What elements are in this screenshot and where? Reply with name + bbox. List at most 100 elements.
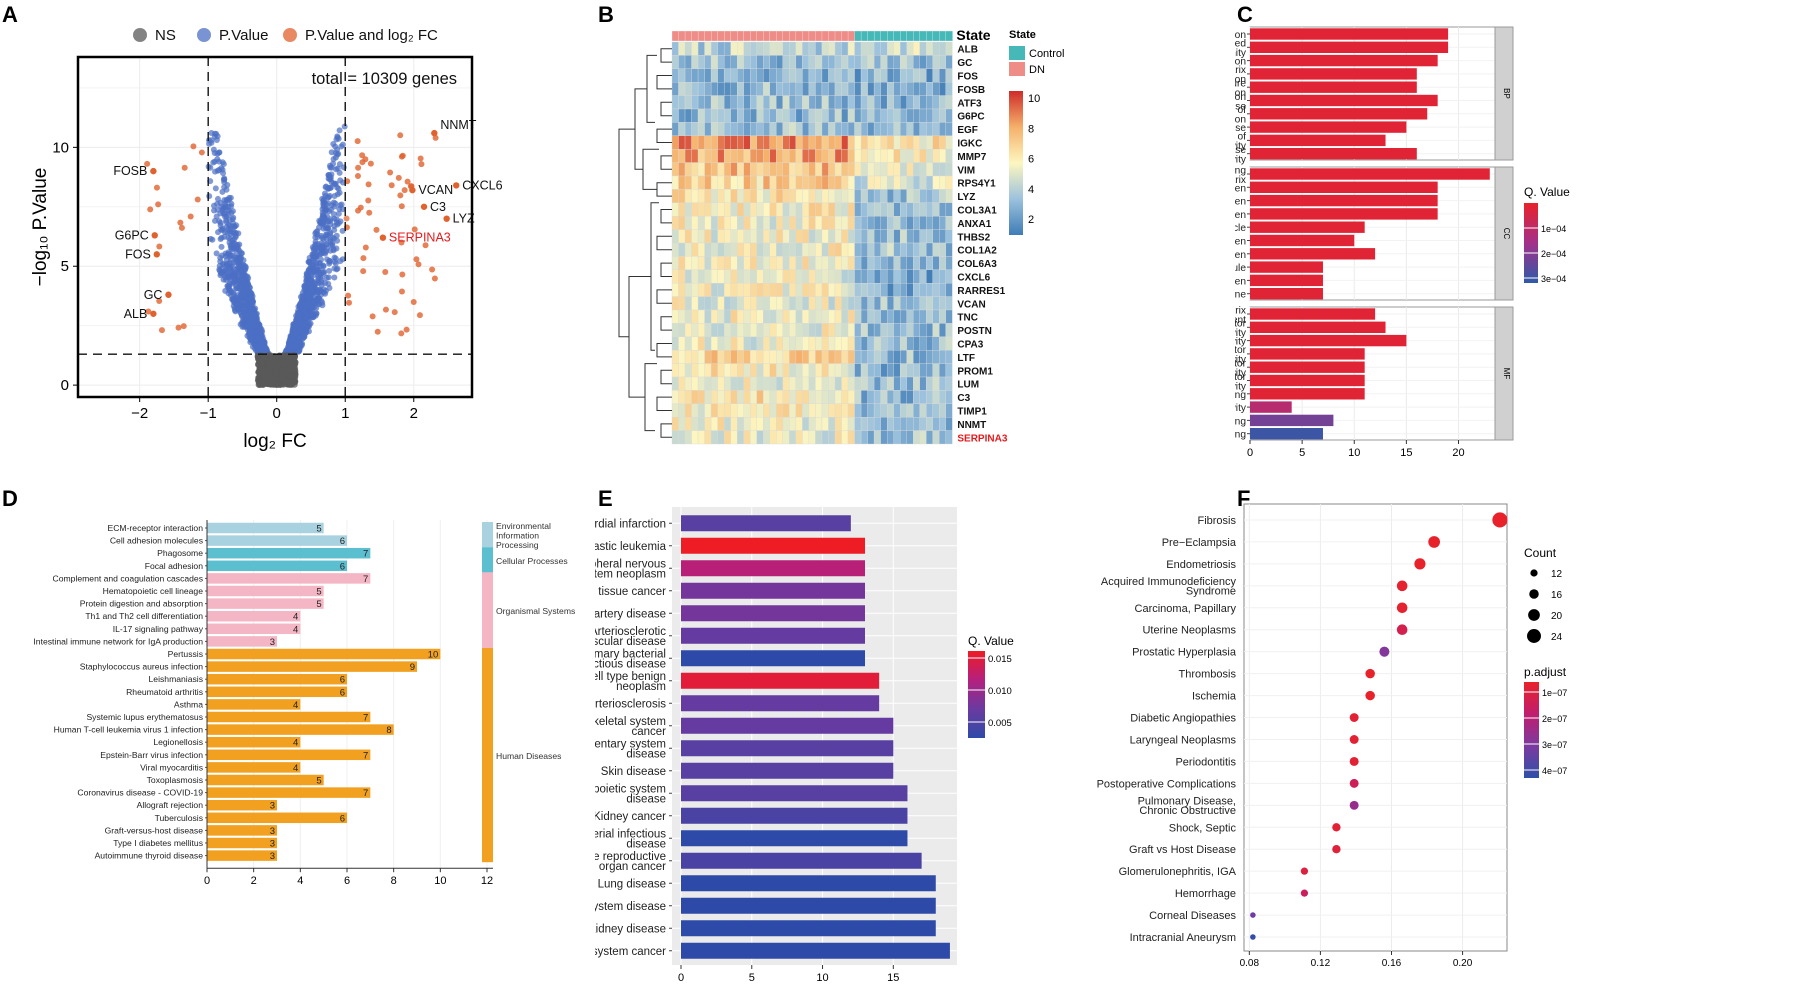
heatmap-cell bbox=[691, 403, 699, 418]
volcano-point bbox=[307, 310, 314, 317]
heatmap-cell bbox=[769, 175, 777, 190]
heatmap-cell bbox=[808, 296, 816, 311]
heatmap-cell bbox=[691, 296, 699, 311]
volcano-point-deg bbox=[382, 269, 389, 276]
heatmap-cell bbox=[834, 216, 842, 230]
heatmap-cell bbox=[939, 162, 947, 177]
volcano-point bbox=[306, 254, 313, 261]
volcano-point bbox=[255, 335, 262, 342]
volcano-point-deg bbox=[365, 181, 372, 188]
state-bar-cell bbox=[769, 30, 777, 42]
labeled-point-serpina3 bbox=[379, 234, 387, 241]
point-label-c3: C3 bbox=[430, 200, 446, 214]
heatmap-cell bbox=[795, 108, 803, 123]
heatmap-cell bbox=[828, 390, 836, 404]
heatmap-cell bbox=[815, 41, 823, 56]
heatmap-cell bbox=[776, 41, 784, 56]
point-label-gc: GC bbox=[144, 288, 163, 302]
heatmap-cell bbox=[789, 323, 797, 337]
heatmap-cell bbox=[750, 216, 757, 230]
heatmap-cell bbox=[841, 403, 849, 418]
heatmap-cell bbox=[828, 430, 836, 445]
heatmap-cell bbox=[782, 376, 790, 391]
volcano-point bbox=[213, 136, 220, 143]
heatmap-cell bbox=[926, 350, 933, 364]
heatmap-cell bbox=[769, 162, 777, 177]
volcano-point bbox=[335, 135, 342, 142]
heatmap-cell bbox=[789, 390, 797, 404]
volcano-point bbox=[227, 251, 234, 258]
heatmap-cell bbox=[717, 430, 725, 445]
heatmap-cell bbox=[808, 323, 816, 337]
heatmap-cell bbox=[789, 283, 797, 297]
heatmap-cell bbox=[828, 350, 836, 364]
heatmap-cell bbox=[815, 350, 823, 364]
heatmap-cell bbox=[717, 162, 725, 177]
volcano-point bbox=[330, 246, 337, 253]
heatmap-cell bbox=[795, 68, 803, 83]
heatmap-cell bbox=[769, 149, 777, 163]
heatmap-cell bbox=[860, 135, 868, 150]
x-axis-label: log₂ FC bbox=[243, 431, 306, 452]
heatmap-cell bbox=[873, 216, 881, 230]
heatmap-cell bbox=[723, 229, 731, 244]
heatmap-cell bbox=[880, 82, 888, 96]
volcano-point bbox=[299, 293, 306, 300]
heatmap-cell bbox=[841, 417, 849, 431]
heatmap-cell bbox=[756, 41, 764, 56]
heatmap-cell bbox=[828, 162, 836, 177]
state-bar-cell bbox=[691, 30, 699, 42]
heatmap-cell bbox=[730, 108, 738, 123]
heatmap-cell bbox=[854, 149, 862, 163]
heatmap-cell bbox=[867, 390, 875, 404]
heatmap-cell bbox=[913, 390, 920, 404]
labeled-point-nnmt bbox=[431, 129, 438, 137]
volcano-point bbox=[213, 250, 220, 257]
heatmap-cell bbox=[769, 376, 777, 391]
heatmap-cell bbox=[913, 202, 920, 217]
heatmap-cell bbox=[710, 82, 718, 96]
heatmap-cell bbox=[730, 296, 738, 311]
point-label-g6pc: G6PC bbox=[115, 228, 149, 242]
heatmap-cell bbox=[893, 95, 901, 110]
heatmap-cell bbox=[860, 309, 868, 324]
volcano-point bbox=[296, 334, 303, 341]
heatmap-cell bbox=[802, 283, 810, 297]
heatmap-cell bbox=[926, 336, 933, 351]
heatmap-cell bbox=[945, 189, 953, 203]
heatmap-cell bbox=[847, 363, 855, 378]
heatmap-cell bbox=[939, 242, 947, 257]
state-bar-cell bbox=[724, 30, 732, 42]
heatmap-cell bbox=[671, 149, 679, 163]
heatmap-cell bbox=[678, 202, 686, 217]
heatmap-cell bbox=[886, 296, 894, 311]
heatmap-cell bbox=[932, 309, 940, 324]
heatmap-cell bbox=[919, 256, 927, 270]
volcano-point bbox=[254, 343, 261, 350]
heatmap-cell bbox=[854, 202, 862, 217]
volcano-point bbox=[297, 327, 304, 334]
heatmap-cell bbox=[750, 417, 757, 431]
gene-label-vim: VIM bbox=[957, 165, 975, 176]
heatmap-cell bbox=[802, 108, 810, 123]
heatmap-cell bbox=[860, 82, 868, 96]
volcano-point bbox=[325, 280, 332, 287]
heatmap-cell bbox=[723, 95, 731, 110]
heatmap-cell bbox=[932, 229, 940, 244]
heatmap-cell bbox=[782, 95, 790, 110]
gene-label-alb: ALB bbox=[957, 45, 978, 56]
heatmap-cell bbox=[847, 108, 855, 123]
volcano-point bbox=[323, 274, 330, 281]
volcano-point bbox=[218, 265, 225, 272]
heatmap-cell bbox=[776, 403, 784, 418]
heatmap-cell bbox=[737, 296, 744, 311]
heatmap-cell bbox=[795, 162, 803, 177]
state-bar-cell bbox=[887, 30, 895, 42]
heatmap-cell bbox=[769, 403, 777, 418]
heatmap-cell bbox=[841, 108, 849, 123]
heatmap-cell bbox=[841, 149, 849, 163]
heatmap-cell bbox=[926, 323, 933, 337]
heatmap-cell bbox=[854, 256, 862, 270]
heatmap-cell bbox=[821, 390, 829, 404]
heatmap-cell bbox=[847, 189, 855, 203]
